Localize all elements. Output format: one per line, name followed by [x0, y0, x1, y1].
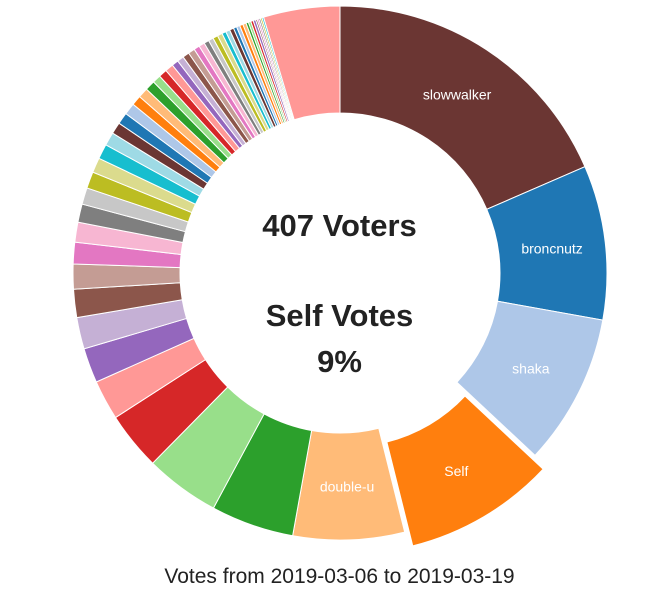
voter-count: 407 Voters [262, 208, 417, 243]
slice-self[interactable] [386, 395, 544, 547]
slice-slowwalker[interactable] [339, 5, 586, 210]
slice-label-slowwalker: slowwalker [423, 86, 492, 102]
slice-57[interactable] [262, 5, 341, 121]
self-votes-percent: 9% [317, 344, 362, 379]
slice-label-double-u: double-u [320, 478, 375, 494]
slice-label-self: Self [444, 463, 468, 479]
slice-label-shaka: shaka [512, 361, 550, 377]
chart-caption: Votes from 2019-03-06 to 2019-03-19 [164, 565, 515, 588]
slice-labels: slowwalker broncnutz shaka Self double-u [320, 86, 583, 494]
slice-label-broncnutz: broncnutz [521, 240, 582, 256]
self-votes-label: Self Votes [265, 298, 414, 333]
donut-slices [72, 5, 608, 547]
slice-shaka[interactable] [456, 300, 604, 457]
